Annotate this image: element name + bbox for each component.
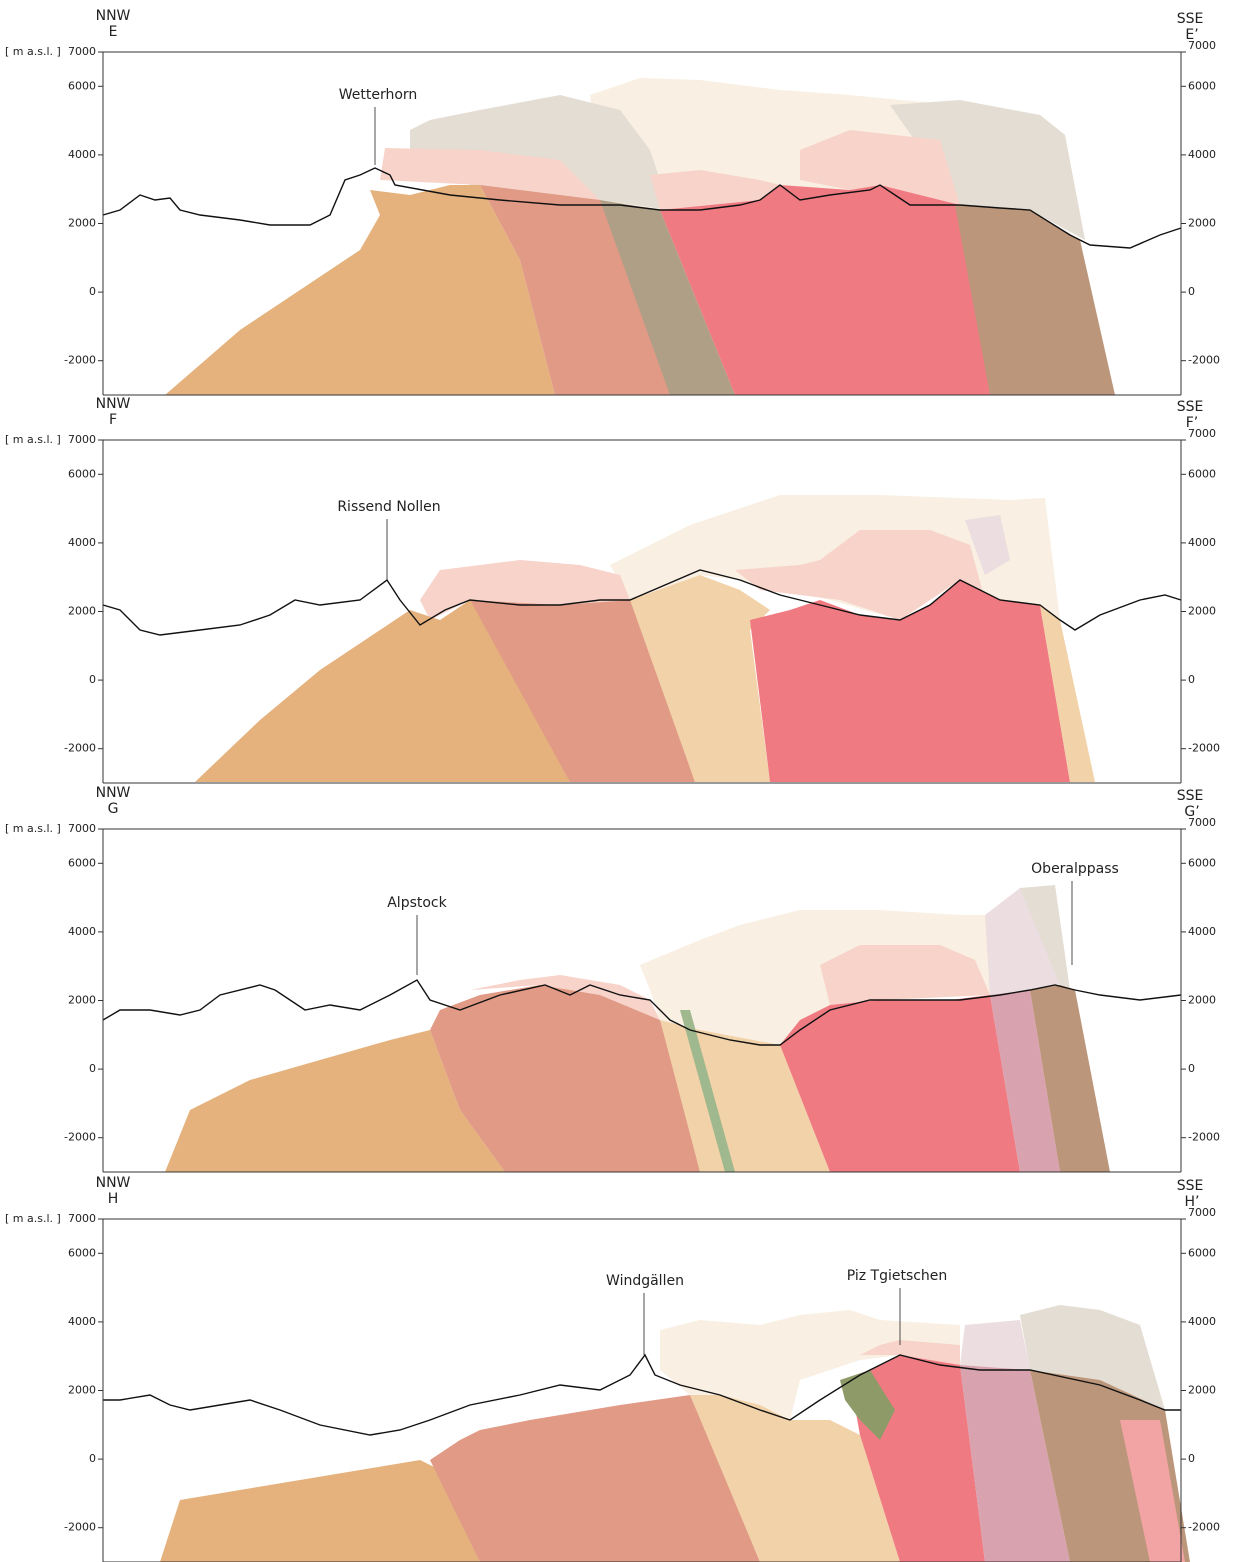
y-tick-label: 0 [1188, 673, 1195, 686]
direction-label: SSE [1177, 1178, 1204, 1194]
geologic-unit [165, 185, 555, 395]
y-tick-label: -2000 [64, 1131, 96, 1144]
y-tick-label: 6000 [68, 467, 96, 480]
y-tick-label: 7000 [68, 45, 96, 58]
y-tick-label: 4000 [1188, 536, 1216, 549]
direction-label: NNW [96, 1175, 131, 1191]
y-tick-label: 0 [1188, 285, 1195, 298]
y-tick-label: 4000 [68, 148, 96, 161]
direction-label: NNW [96, 396, 131, 412]
peak-label: Rissend Nollen [337, 499, 440, 515]
y-tick-label: 2000 [68, 994, 96, 1007]
direction-label: SSE [1177, 788, 1204, 804]
y-tick-label: 2000 [1188, 605, 1216, 618]
section-label: E [109, 24, 118, 40]
y-tick-label: -2000 [64, 1521, 96, 1534]
peak-label: Alpstock [387, 895, 447, 911]
y-tick-label: -2000 [1188, 1131, 1220, 1144]
geologic-unit [160, 1460, 480, 1562]
y-tick-label: 4000 [1188, 1315, 1216, 1328]
y-tick-label: 6000 [1188, 1246, 1216, 1259]
y-tick-label: 2000 [1188, 1384, 1216, 1397]
geologic-unit [960, 1320, 1030, 1370]
y-tick-label: -2000 [1188, 742, 1220, 755]
y-tick-label: 2000 [68, 217, 96, 230]
section-label: H [108, 1191, 119, 1207]
y-tick-label: 6000 [1188, 467, 1216, 480]
unit-label: [ m a.s.l. ] [5, 822, 61, 835]
unit-label: [ m a.s.l. ] [5, 45, 61, 58]
cross-sections: -2000 -2000 0 0 2000 2000 4000 4000 6000 6000 7000… [0, 0, 1255, 1562]
direction-label: SSE [1177, 399, 1204, 415]
y-tick-label: -2000 [1188, 1521, 1220, 1534]
y-tick-label: 0 [89, 1062, 96, 1075]
y-tick-label: 6000 [1188, 79, 1216, 92]
peak-label: Oberalppass [1031, 861, 1119, 877]
y-tick-label: 2000 [1188, 994, 1216, 1007]
y-tick-label: -2000 [64, 742, 96, 755]
section-label: H’ [1185, 1194, 1200, 1210]
peak-label: Piz Tgietschen [847, 1268, 948, 1284]
y-tick-label: 0 [89, 285, 96, 298]
y-tick-label: 4000 [68, 1315, 96, 1328]
y-tick-label: 2000 [1188, 217, 1216, 230]
direction-label: NNW [96, 785, 131, 801]
section-label: F [109, 412, 117, 428]
y-tick-label: 0 [89, 673, 96, 686]
y-tick-label: -2000 [64, 354, 96, 367]
y-tick-label: 4000 [1188, 148, 1216, 161]
y-tick-label: -2000 [1188, 354, 1220, 367]
y-tick-label: 7000 [68, 822, 96, 835]
unit-label: [ m a.s.l. ] [5, 1212, 61, 1225]
y-tick-label: 0 [89, 1452, 96, 1465]
section-label: E’ [1185, 27, 1198, 43]
y-tick-label: 6000 [68, 1246, 96, 1259]
section-label: F’ [1186, 415, 1199, 431]
y-tick-label: 7000 [68, 1212, 96, 1225]
y-tick-label: 6000 [68, 79, 96, 92]
y-tick-label: 4000 [1188, 925, 1216, 938]
y-tick-label: 2000 [68, 605, 96, 618]
unit-label: [ m a.s.l. ] [5, 433, 61, 446]
section-label: G [108, 801, 119, 817]
section-label: G’ [1184, 804, 1199, 820]
peak-label: Windgällen [606, 1273, 684, 1289]
y-tick-label: 4000 [68, 925, 96, 938]
y-tick-label: 4000 [68, 536, 96, 549]
y-tick-label: 0 [1188, 1452, 1195, 1465]
peak-label: Wetterhorn [339, 87, 418, 103]
y-tick-label: 0 [1188, 1062, 1195, 1075]
direction-label: NNW [96, 8, 131, 24]
y-tick-label: 6000 [1188, 856, 1216, 869]
direction-label: SSE [1177, 11, 1204, 27]
y-tick-label: 2000 [68, 1384, 96, 1397]
y-tick-label: 7000 [68, 433, 96, 446]
y-tick-label: 6000 [68, 856, 96, 869]
